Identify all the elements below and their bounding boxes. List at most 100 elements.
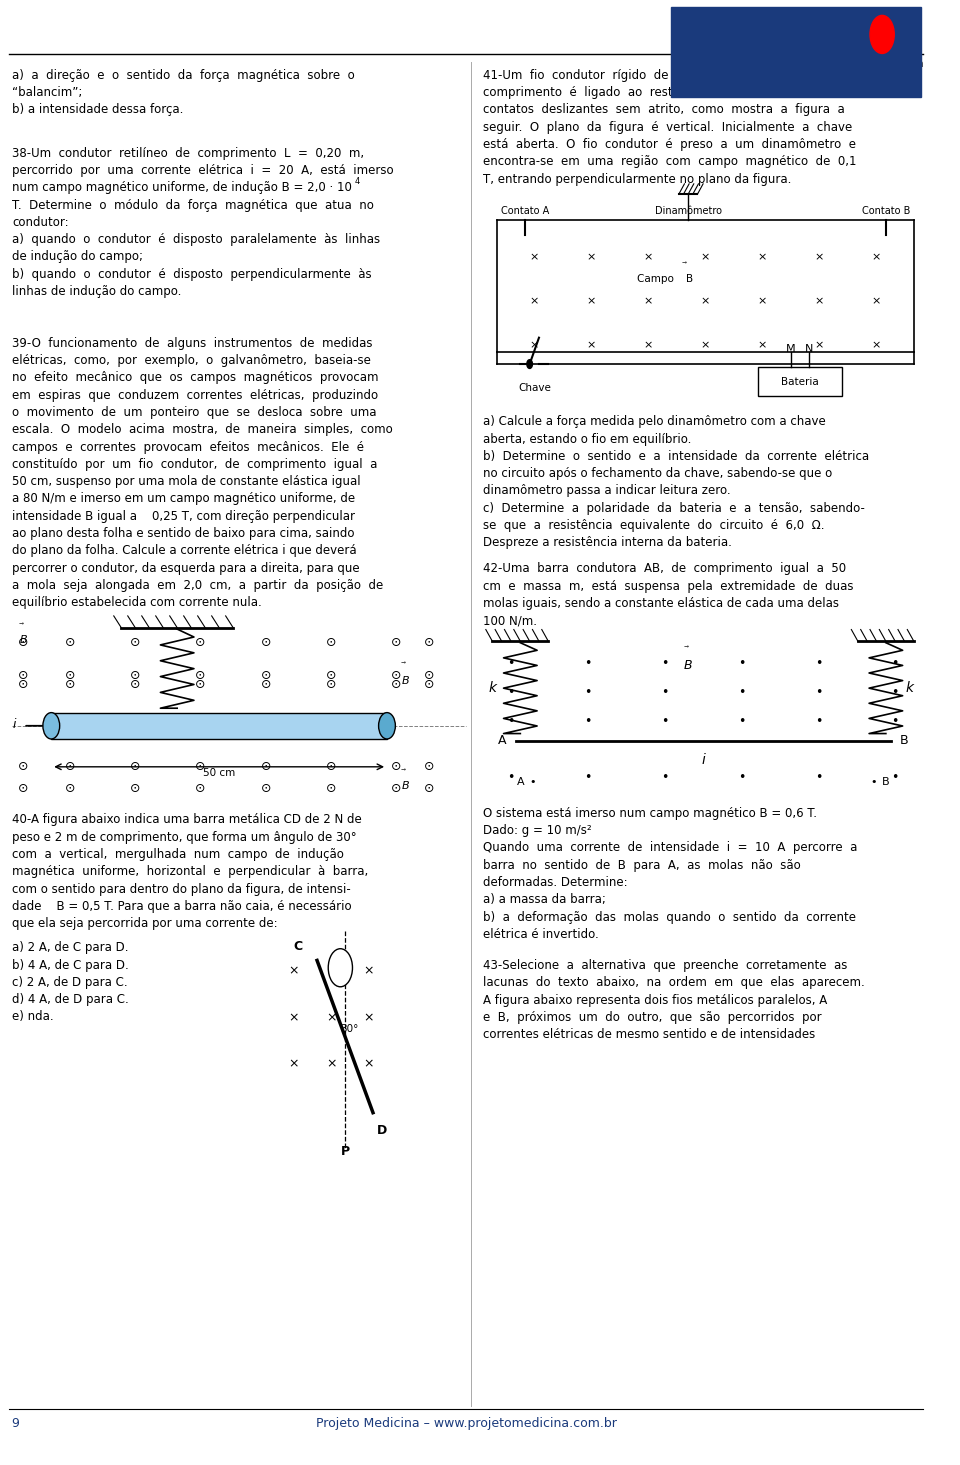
Text: •: • [584,715,591,728]
Text: •: • [661,656,668,670]
Text: 39-O  funcionamento  de  alguns  instrumentos  de  medidas: 39-O funcionamento de alguns instrumento… [12,337,372,350]
Text: 41-Um  fio  condutor  rígido  de  200  g  e  20  cm  de: 41-Um fio condutor rígido de 200 g e 20 … [483,69,798,82]
Text: •: • [507,686,515,699]
Text: que ela seja percorrida por uma corrente de:: que ela seja percorrida por uma corrente… [12,917,277,930]
Text: ×: × [363,1011,373,1024]
Bar [671,6,922,98]
Text: correntes elétricas de mesmo sentido e de intensidades: correntes elétricas de mesmo sentido e d… [483,1028,815,1042]
Text: ⊙: ⊙ [391,782,401,795]
Text: 4: 4 [354,177,360,186]
Text: ×: × [872,252,881,262]
Circle shape [43,712,60,738]
Text: ⊙: ⊙ [18,782,29,795]
Text: percorrer o condutor, da esquerda para a direita, para que: percorrer o condutor, da esquerda para a… [12,561,360,574]
Text: •: • [507,715,515,728]
Text: a 80 N/m e imerso em um campo magnético uniforme, de: a 80 N/m e imerso em um campo magnético … [12,492,355,505]
Text: +: + [876,28,887,41]
Text: 50 cm, suspenso por uma mola de constante elástica igual: 50 cm, suspenso por uma mola de constant… [12,475,361,488]
Text: ×: × [530,296,539,306]
Text: •: • [530,776,536,787]
Text: aberta, estando o fio em equilíbrio.: aberta, estando o fio em equilíbrio. [483,432,691,445]
Text: A: A [516,776,524,787]
Text: ×: × [363,964,373,977]
Text: ×: × [289,1058,299,1071]
Text: 42-Uma  barra  condutora  AB,  de  comprimento  igual  a  50: 42-Uma barra condutora AB, de compriment… [483,563,846,576]
Text: •: • [738,686,745,699]
Text: i: i [13,718,16,731]
Text: ×: × [644,296,653,306]
Text: comprimento  é  ligado  ao  restante  do  circuito  através  de: comprimento é ligado ao restante do circ… [483,86,847,100]
Text: ⊙: ⊙ [195,760,205,774]
Text: •: • [738,656,745,670]
Text: ⊙: ⊙ [64,636,75,649]
Text: ×: × [289,964,299,977]
Text: c)  Determine  a  polaridade  da  bateria  e  a  tensão,  sabendo-: c) Determine a polaridade da bateria e a… [483,502,865,514]
Text: •: • [815,686,822,699]
Circle shape [378,712,396,738]
Text: encontra-se  em  uma  região  com  campo  magnético  de  0,1: encontra-se em uma região com campo magn… [483,155,856,168]
Text: Projeto Medicina – www.projetomedicina.com.br: Projeto Medicina – www.projetomedicina.c… [316,1418,616,1430]
Text: Chave: Chave [517,384,551,393]
Text: ⊙: ⊙ [423,678,434,691]
Text: a  mola  seja  alongada  em  2,0  cm,  a  partir  da  posição  de: a mola seja alongada em 2,0 cm, a partir… [12,579,383,592]
Text: magnética  uniforme,  horizontal  e  perpendicular  à  barra,: magnética uniforme, horizontal e perpend… [12,866,369,878]
Text: C: C [294,941,303,954]
Text: A: A [498,734,506,747]
Text: 38-Um  condutor  retilíneo  de  comprimento  L  =  0,20  m,: 38-Um condutor retilíneo de comprimento … [12,146,364,160]
Text: ao plano desta folha e sentido de baixo para cima, saindo: ao plano desta folha e sentido de baixo … [12,527,354,541]
Text: e  B,  próximos  um  do  outro,  que  são  percorridos  por: e B, próximos um do outro, que são perco… [483,1011,822,1024]
Text: c) 2 A, de D para C.: c) 2 A, de D para C. [12,976,128,989]
Text: de indução do campo;: de indução do campo; [12,251,143,264]
Text: ⊙: ⊙ [260,670,271,683]
Text: B: B [900,734,908,747]
Text: •: • [892,715,899,728]
Text: 100 N/m.: 100 N/m. [483,614,537,627]
Text: peso e 2 m de comprimento, que forma um ângulo de 30°: peso e 2 m de comprimento, que forma um … [12,831,357,844]
Text: a) Calcule a força medida pelo dinamômetro com a chave: a) Calcule a força medida pelo dinamômet… [483,416,826,428]
Text: ⊙: ⊙ [391,760,401,774]
Text: barra  no  sentido  de  B  para  A,  as  molas  não  são: barra no sentido de B para A, as molas n… [483,858,801,872]
Text: ×: × [336,963,345,973]
Text: •: • [892,686,899,699]
Text: •: • [661,771,668,784]
Text: ⊙: ⊙ [130,670,140,683]
Text: k: k [905,681,913,694]
Text: T.  Determine  o  módulo  da  força  magnética  que  atua  no: T. Determine o módulo da força magnética… [12,199,374,211]
Text: em  espiras  que  conduzem  correntes  elétricas,  produzindo: em espiras que conduzem correntes elétri… [12,388,378,401]
Text: T, entrando perpendicularmente no plano da figura.: T, entrando perpendicularmente no plano … [483,173,791,186]
Text: num campo magnético uniforme, de indução B = 2,0 · 10: num campo magnético uniforme, de indução… [12,182,352,195]
Text: k: k [489,681,496,694]
Text: i: i [205,713,208,722]
Text: ×: × [872,296,881,306]
Text: percorrido  por  uma  corrente  elétrica  i  =  20  A,  está  imerso: percorrido por uma corrente elétrica i =… [12,164,394,177]
Text: •: • [584,686,591,699]
Text: ⊙: ⊙ [18,670,29,683]
Text: ×: × [757,296,767,306]
Text: ⊙: ⊙ [325,670,336,683]
Text: Quando  uma  corrente  de  intensidade  i  =  10  A  percorre  a: Quando uma corrente de intensidade i = 1… [483,841,857,854]
Text: ⊙: ⊙ [130,636,140,649]
Text: ⊙: ⊙ [18,636,29,649]
Text: ×: × [325,1011,336,1024]
Text: Contato B: Contato B [862,207,910,217]
Text: ×: × [701,296,710,306]
Text: no  efeito  mecânico  que  os  campos  magnéticos  provocam: no efeito mecânico que os campos magnéti… [12,372,378,384]
Text: ⊙: ⊙ [325,678,336,691]
Text: MEDICINA: MEDICINA [756,57,864,75]
Text: PROJET: PROJET [756,13,835,31]
Text: e) nda.: e) nda. [12,1011,54,1024]
Text: ⊙: ⊙ [195,636,205,649]
Text: ⊙: ⊙ [391,636,401,649]
Text: ×: × [701,252,710,262]
Text: lacunas  do  texto  abaixo,  na  ordem  em  que  elas  aparecem.: lacunas do texto abaixo, na ordem em que… [483,976,865,989]
Text: 50 cm: 50 cm [203,768,235,778]
Text: b) 4 A, de C para D.: b) 4 A, de C para D. [12,958,129,971]
Text: ⊙: ⊙ [423,670,434,683]
Text: Dinamômetro: Dinamômetro [655,207,722,217]
Text: contatos  deslizantes  sem  atrito,  como  mostra  a  figura  a: contatos deslizantes sem atrito, como mo… [483,104,845,116]
Text: N: N [805,344,813,355]
Text: o  movimento  de  um  ponteiro  que  se  desloca  sobre  uma: o movimento de um ponteiro que se desloc… [12,406,376,419]
Text: d) 4 A, de D para C.: d) 4 A, de D para C. [12,993,129,1006]
Text: Dado: g = 10 m/s²: Dado: g = 10 m/s² [483,825,591,837]
Text: ×: × [815,252,825,262]
